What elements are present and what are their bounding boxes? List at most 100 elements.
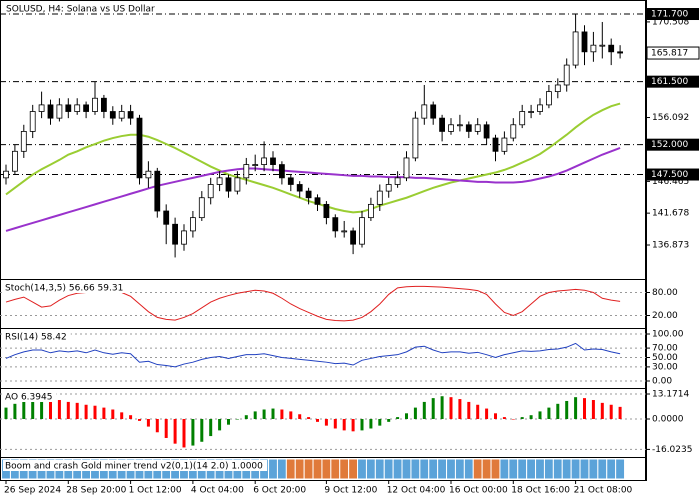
plot-frame	[0, 0, 646, 481]
candle-body	[394, 177, 401, 185]
ao-bar	[235, 418, 239, 420]
ao-bar	[574, 397, 578, 419]
candle-body	[474, 124, 481, 132]
y-tick-label: 170.508	[652, 17, 689, 27]
ao-bar	[342, 418, 346, 431]
candle-body	[145, 170, 152, 179]
moving-average	[5, 147, 621, 232]
ao-bar	[22, 400, 26, 419]
candle-body	[367, 203, 374, 219]
trend-stripe	[383, 458, 394, 480]
ao-bar	[155, 418, 159, 433]
y-tick-label: 30.00	[652, 362, 678, 372]
candle-body	[483, 124, 490, 139]
candle-body	[65, 104, 72, 112]
candle-body	[270, 157, 276, 165]
candle-body	[554, 84, 561, 93]
candle-body	[74, 104, 81, 112]
ao-bar	[164, 418, 168, 438]
level-label: 161.500	[651, 77, 688, 87]
candle-body	[421, 104, 428, 119]
trend-stripe	[294, 458, 305, 480]
candle-body	[314, 197, 321, 205]
ao-bar	[120, 412, 124, 419]
candle-body	[341, 230, 348, 233]
y-tick-label: 20.00	[652, 311, 678, 321]
trend-stripe	[481, 458, 492, 480]
ao-bar	[431, 398, 435, 419]
trend-stripe	[312, 458, 323, 480]
candle-body	[350, 230, 357, 245]
ao-bar	[378, 418, 382, 426]
panel-title: AO 6.3945	[5, 393, 52, 403]
ao-bar	[485, 408, 489, 419]
candle-body	[359, 217, 365, 245]
ao-bar	[618, 406, 622, 419]
ao-bar	[75, 402, 79, 419]
x-tick-label: 6 Oct 20:00	[253, 486, 306, 496]
trend-stripe	[357, 458, 367, 480]
candle-body	[83, 104, 89, 112]
trend-stripe	[543, 458, 554, 480]
ao-bar	[458, 399, 462, 419]
candle-body	[225, 177, 232, 192]
ao-bar	[84, 404, 88, 419]
ao-bar	[289, 411, 293, 419]
trend-stripe	[588, 458, 599, 480]
ao-bar	[600, 402, 604, 419]
trend-stripe	[579, 458, 590, 480]
ao-bar	[440, 396, 444, 419]
candle-body	[323, 203, 330, 219]
trend-stripe	[597, 458, 608, 480]
candle-body	[581, 31, 588, 53]
level-box	[647, 75, 699, 88]
x-tick-label: 1 Oct 12:00	[129, 486, 182, 496]
level-label: 171.700	[651, 10, 688, 20]
ao-bar	[271, 408, 275, 419]
ao-bar	[173, 418, 177, 444]
candle-body	[608, 44, 615, 53]
candle-body	[207, 184, 214, 199]
ao-bar	[316, 418, 319, 422]
panel-title: Boom and crash Gold miner trend v2(0,1)(…	[5, 462, 263, 472]
ao-bar	[31, 398, 35, 419]
candle-body	[287, 177, 294, 185]
trend-stripe	[535, 458, 545, 480]
ao-bar	[138, 418, 141, 421]
x-tick-label: 21 Oct 08:00	[574, 486, 633, 496]
panel-title-bg	[3, 282, 128, 293]
candle-body	[127, 111, 134, 119]
level-label: 152.000	[651, 140, 688, 150]
candle-body	[305, 190, 312, 199]
ao-bar	[476, 404, 480, 419]
x-tick-label: 12 Oct 04:00	[387, 486, 446, 496]
trend-stripe	[419, 458, 430, 480]
trend-stripe	[561, 458, 572, 480]
candle-body	[109, 111, 116, 119]
candle-body	[118, 111, 125, 119]
ao-bar	[494, 413, 497, 419]
ao-bar	[413, 407, 417, 419]
ao-bar	[360, 418, 364, 431]
candle-body	[537, 104, 543, 112]
trend-stripe	[437, 458, 448, 480]
candle-body	[430, 104, 437, 119]
candle-body	[617, 51, 623, 54]
candle-body	[563, 64, 570, 86]
trend-stripe	[428, 458, 439, 480]
candle-body	[332, 217, 339, 232]
ao-bar	[511, 418, 515, 420]
ao-bar	[591, 400, 595, 419]
ao-bar	[538, 411, 542, 419]
ao-bar	[387, 418, 391, 422]
panel-title: Stoch(14,3,5) 56.66 59.31	[5, 284, 123, 294]
trend-stripe	[615, 458, 626, 480]
candle-body	[198, 197, 205, 219]
trend-stripe	[401, 458, 412, 480]
ao-bar	[583, 398, 586, 419]
candle-body	[412, 117, 419, 159]
ao-bar	[129, 415, 133, 419]
ao-bar	[324, 418, 328, 426]
